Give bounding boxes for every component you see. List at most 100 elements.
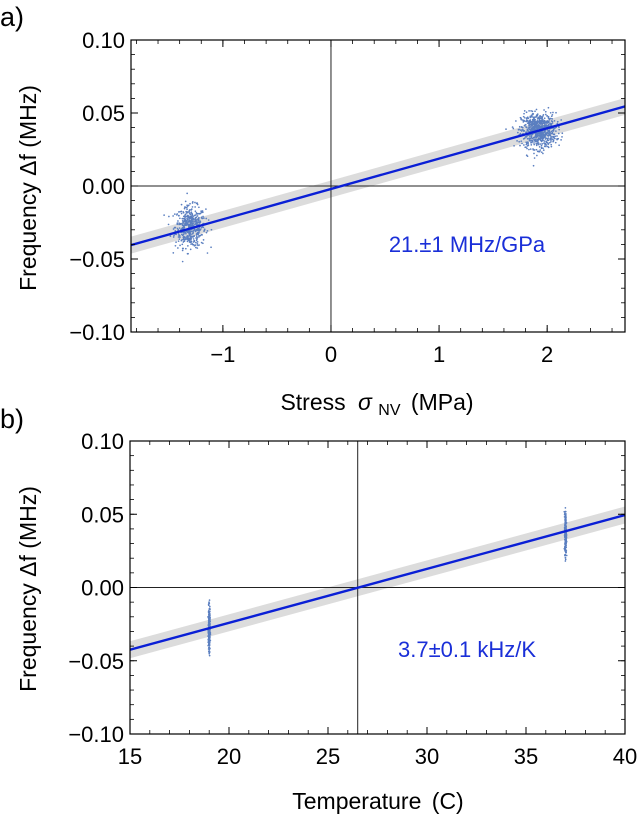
data-point: [543, 126, 545, 129]
data-point: [563, 510, 566, 513]
data-point: [195, 241, 197, 244]
data-point: [208, 608, 211, 610]
data-point: [207, 219, 210, 221]
data-point: [524, 146, 527, 149]
data-point: [526, 120, 529, 122]
data-point: [198, 235, 200, 237]
data-point: [537, 143, 540, 146]
panel-b-y-axis-label: Frequency Δf (MHz): [15, 486, 41, 692]
data-point: [519, 144, 521, 147]
data-point: [532, 164, 535, 167]
data-point: [520, 140, 523, 143]
data-point: [525, 111, 528, 114]
data-point: [207, 634, 210, 637]
panel-b-y-tick-label: −0.05: [68, 649, 124, 674]
data-point: [535, 108, 538, 111]
data-point: [560, 119, 563, 121]
data-point: [534, 110, 536, 113]
data-point: [531, 127, 534, 130]
data-point: [534, 135, 537, 138]
data-point: [196, 213, 199, 215]
data-point: [192, 224, 194, 227]
data-point: [208, 616, 211, 619]
data-point: [530, 141, 532, 144]
panel-a-label: a): [0, 2, 24, 32]
data-point: [553, 133, 555, 136]
panel-b-x-tick-label: 20: [217, 744, 241, 769]
panel-b-x-axis-label: Temperature (C): [292, 788, 463, 814]
data-point: [541, 138, 544, 141]
data-point: [552, 111, 554, 114]
data-point: [530, 125, 532, 128]
data-point: [524, 136, 527, 138]
data-point: [524, 120, 526, 122]
data-point: [196, 203, 199, 206]
data-point: [535, 144, 538, 147]
data-point: [556, 122, 559, 125]
data-point: [191, 230, 194, 233]
data-point: [179, 217, 181, 220]
data-point: [187, 223, 189, 226]
data-point: [532, 120, 535, 123]
data-point: [552, 139, 555, 142]
data-point: [525, 142, 528, 145]
data-point: [190, 211, 193, 214]
data-point: [523, 110, 526, 112]
data-point: [195, 219, 197, 222]
data-point: [173, 226, 176, 229]
data-point: [537, 142, 540, 145]
data-point: [177, 240, 180, 243]
panel-b-y-tick-label: 0.10: [81, 429, 124, 454]
data-point: [182, 247, 185, 250]
data-point: [209, 651, 211, 653]
data-point: [207, 648, 210, 650]
data-point: [208, 644, 211, 647]
data-point: [187, 215, 189, 218]
data-point: [186, 235, 189, 237]
data-point: [532, 126, 534, 128]
data-point: [202, 242, 204, 245]
data-point: [186, 252, 189, 255]
data-point: [522, 119, 525, 122]
data-point: [547, 137, 550, 139]
data-point: [192, 217, 194, 220]
data-point: [560, 139, 562, 141]
data-point: [548, 132, 550, 134]
data-point: [547, 130, 550, 133]
data-point: [186, 218, 189, 221]
data-point: [208, 654, 211, 657]
data-point: [537, 134, 540, 137]
data-point: [555, 130, 557, 132]
data-point: [522, 115, 525, 118]
data-point: [194, 229, 197, 232]
data-point: [208, 618, 211, 621]
data-point: [528, 126, 531, 129]
data-point: [520, 126, 523, 128]
data-point: [548, 118, 551, 121]
data-point: [527, 117, 530, 120]
data-point: [532, 113, 535, 115]
panel-b-x-tick-label: 25: [316, 744, 340, 769]
data-point: [208, 642, 211, 644]
data-point: [186, 237, 188, 240]
data-point: [544, 113, 547, 116]
panel-b-x-tick-label: 40: [613, 744, 637, 769]
data-point: [544, 110, 547, 113]
data-point: [528, 124, 530, 127]
data-point: [180, 203, 183, 206]
panel-b-cluster-2: [563, 507, 568, 562]
data-point: [194, 201, 196, 204]
data-point: [188, 211, 190, 213]
data-point: [556, 120, 559, 123]
data-point: [545, 120, 548, 123]
panel-b-y-tick-label: 0.00: [81, 576, 124, 601]
data-point: [174, 244, 177, 247]
data-point: [535, 124, 538, 126]
data-point: [547, 145, 549, 148]
data-point: [196, 215, 199, 217]
panel-a-y-tick-label: 0.10: [82, 28, 125, 53]
data-point: [551, 118, 554, 120]
data-point: [196, 222, 198, 225]
data-point: [189, 222, 192, 225]
data-point: [543, 109, 545, 111]
